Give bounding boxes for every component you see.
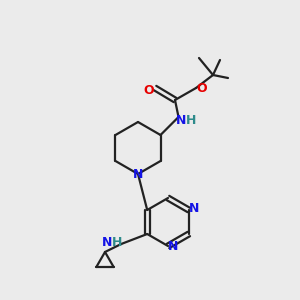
- Text: O: O: [144, 83, 154, 97]
- Text: N: N: [133, 167, 143, 181]
- Text: H: H: [186, 115, 197, 128]
- Text: N: N: [168, 241, 178, 254]
- Text: N: N: [189, 202, 199, 215]
- Text: N: N: [102, 236, 112, 248]
- Text: O: O: [197, 82, 207, 95]
- Text: N: N: [176, 115, 187, 128]
- Text: H: H: [112, 236, 122, 248]
